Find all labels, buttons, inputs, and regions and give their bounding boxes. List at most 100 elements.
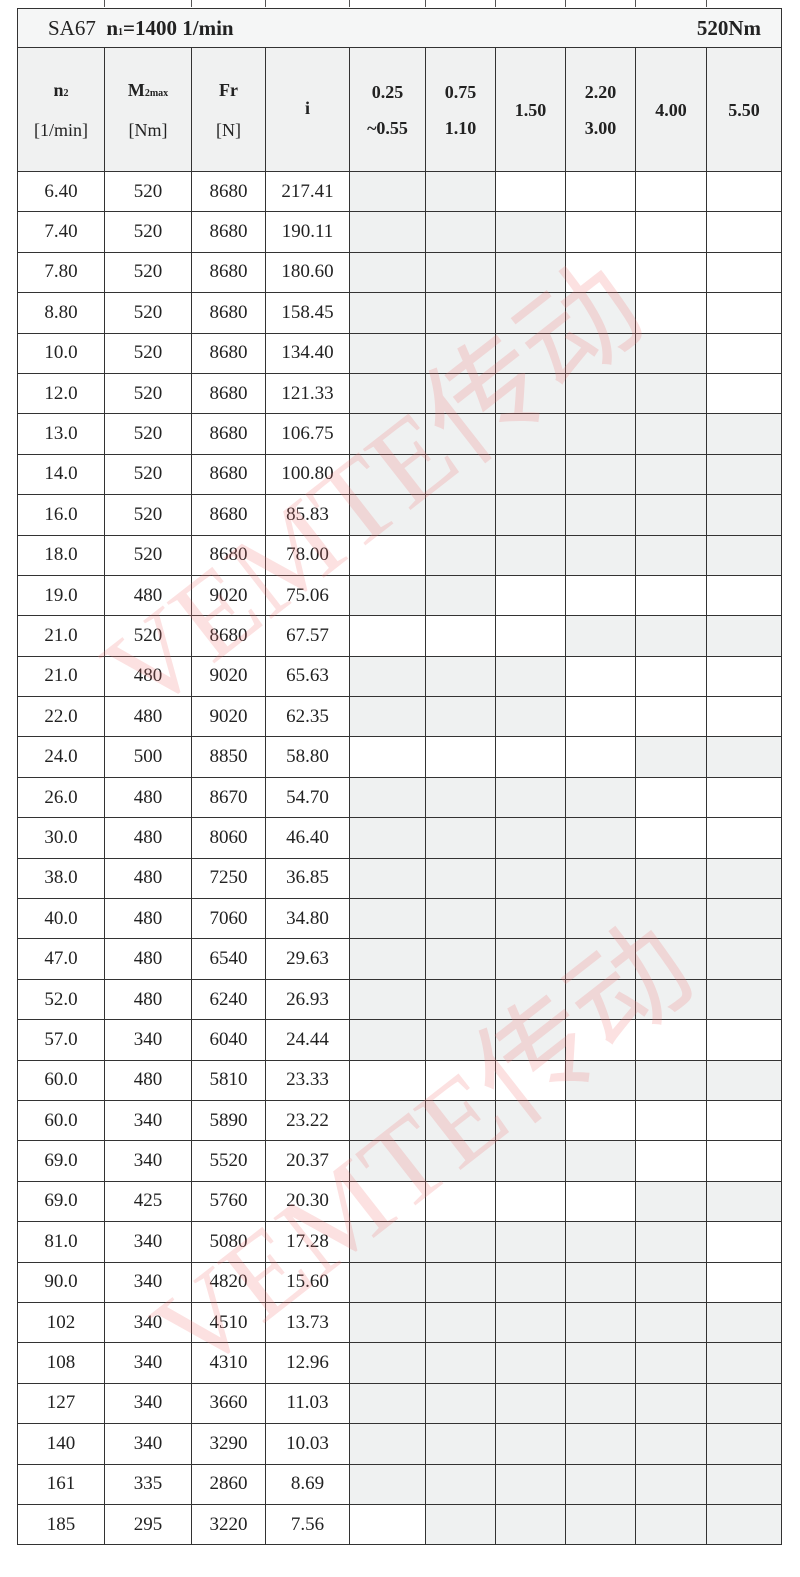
power-cell (495, 1382, 566, 1425)
power-cell (565, 574, 636, 617)
power-cell (349, 696, 426, 738)
power-cell (495, 655, 566, 698)
power-cell (425, 372, 496, 415)
cell-m2: 520 (104, 453, 192, 496)
power-cell (565, 413, 636, 455)
cell-n2: 21.0 (17, 615, 105, 657)
cell-n2: 24.0 (17, 736, 105, 778)
cell-m2: 340 (104, 1099, 192, 1142)
power-cell (425, 1342, 496, 1384)
power-cell (565, 1180, 636, 1223)
table-row: 47.0 480 6540 29.63 (17, 938, 782, 980)
power-cell (565, 1301, 636, 1344)
cell-m2: 480 (104, 857, 192, 900)
power-column-header: 1.50 (495, 47, 566, 172)
cell-fr: 6040 (191, 1019, 266, 1061)
cell-fr: 2860 (191, 1463, 266, 1505)
cell-m2: 480 (104, 776, 192, 819)
table-row: 69.0 340 5520 20.37 (17, 1140, 782, 1182)
cell-m2: 480 (104, 655, 192, 698)
cell-m2: 425 (104, 1180, 192, 1223)
power-cell (706, 372, 782, 415)
cell-n2: 7.40 (17, 211, 105, 253)
power-cell (635, 1463, 707, 1505)
cell-fr: 8060 (191, 817, 266, 859)
column-header-row: n2 [1/min] M2max [Nm] Fr [N] i 0.25 ~0.55 0.75 1.1… (17, 47, 782, 172)
power-cell (635, 1059, 707, 1101)
power-cell (425, 736, 496, 778)
power-cell (495, 494, 566, 536)
power-cell (565, 292, 636, 334)
model-name: SA67 (48, 15, 96, 40)
power-cell (425, 332, 496, 374)
cell-n2: 40.0 (17, 898, 105, 940)
cell-i: 100.80 (265, 453, 350, 496)
power-cell (495, 1059, 566, 1101)
power-cell (565, 817, 636, 859)
power-cell (425, 1423, 496, 1465)
cell-i: 217.41 (265, 170, 350, 213)
cell-m2: 340 (104, 1301, 192, 1344)
cell-fr: 4310 (191, 1342, 266, 1384)
cell-i: 17.28 (265, 1221, 350, 1263)
cell-m2: 520 (104, 292, 192, 334)
power-cell (425, 1463, 496, 1505)
cell-m2: 500 (104, 736, 192, 778)
cell-i: 180.60 (265, 251, 350, 294)
cell-n2: 60.0 (17, 1059, 105, 1101)
cell-fr: 5520 (191, 1140, 266, 1182)
power-cell (495, 898, 566, 940)
cell-n2: 161 (17, 1463, 105, 1505)
power-cell (706, 898, 782, 940)
power-cell (706, 857, 782, 900)
cell-n2: 38.0 (17, 857, 105, 900)
table-row: 38.0 480 7250 36.85 (17, 857, 782, 900)
power-cell (349, 1019, 426, 1061)
cell-fr: 9020 (191, 574, 266, 617)
table-row: 10.0 520 8680 134.40 (17, 332, 782, 374)
power-cell (425, 978, 496, 1021)
power-column-header: 2.20 3.00 (565, 47, 636, 172)
cell-n2: 108 (17, 1342, 105, 1384)
cell-m2: 520 (104, 372, 192, 415)
power-cell (495, 413, 566, 455)
table-row: 12.0 520 8680 121.33 (17, 372, 782, 415)
cell-i: 58.80 (265, 736, 350, 778)
power-cell (425, 292, 496, 334)
cell-m2: 520 (104, 615, 192, 657)
cell-fr: 8680 (191, 170, 266, 213)
cell-n2: 6.40 (17, 170, 105, 213)
power-cell (425, 211, 496, 253)
cell-n2: 26.0 (17, 776, 105, 819)
power-cell (495, 574, 566, 617)
cell-fr: 8680 (191, 494, 266, 536)
power-cell (706, 251, 782, 294)
power-cell (635, 574, 707, 617)
cell-fr: 8680 (191, 453, 266, 496)
power-cell (706, 534, 782, 576)
power-cell (349, 494, 426, 536)
power-cell (349, 1503, 426, 1546)
power-cell (706, 1059, 782, 1101)
cell-i: 65.63 (265, 655, 350, 698)
power-cell (635, 332, 707, 374)
power-cell (706, 453, 782, 496)
power-cell (565, 453, 636, 496)
power-cell (706, 615, 782, 657)
cell-fr: 5080 (191, 1221, 266, 1263)
table-row: 60.0 340 5890 23.22 (17, 1099, 782, 1142)
power-cell (706, 1342, 782, 1384)
column-header: i (265, 47, 350, 172)
power-cell (495, 1503, 566, 1546)
cell-m2: 295 (104, 1503, 192, 1546)
cell-i: 20.30 (265, 1180, 350, 1223)
power-cell (706, 574, 782, 617)
power-cell (565, 696, 636, 738)
power-cell (425, 1261, 496, 1303)
table-row: 127 340 3660 11.03 (17, 1382, 782, 1425)
power-cell (565, 736, 636, 778)
table-title-row: SA67 n1=1400 1/min 520Nm (17, 8, 782, 48)
power-cell (495, 817, 566, 859)
cell-n2: 21.0 (17, 655, 105, 698)
power-cell (635, 1019, 707, 1061)
